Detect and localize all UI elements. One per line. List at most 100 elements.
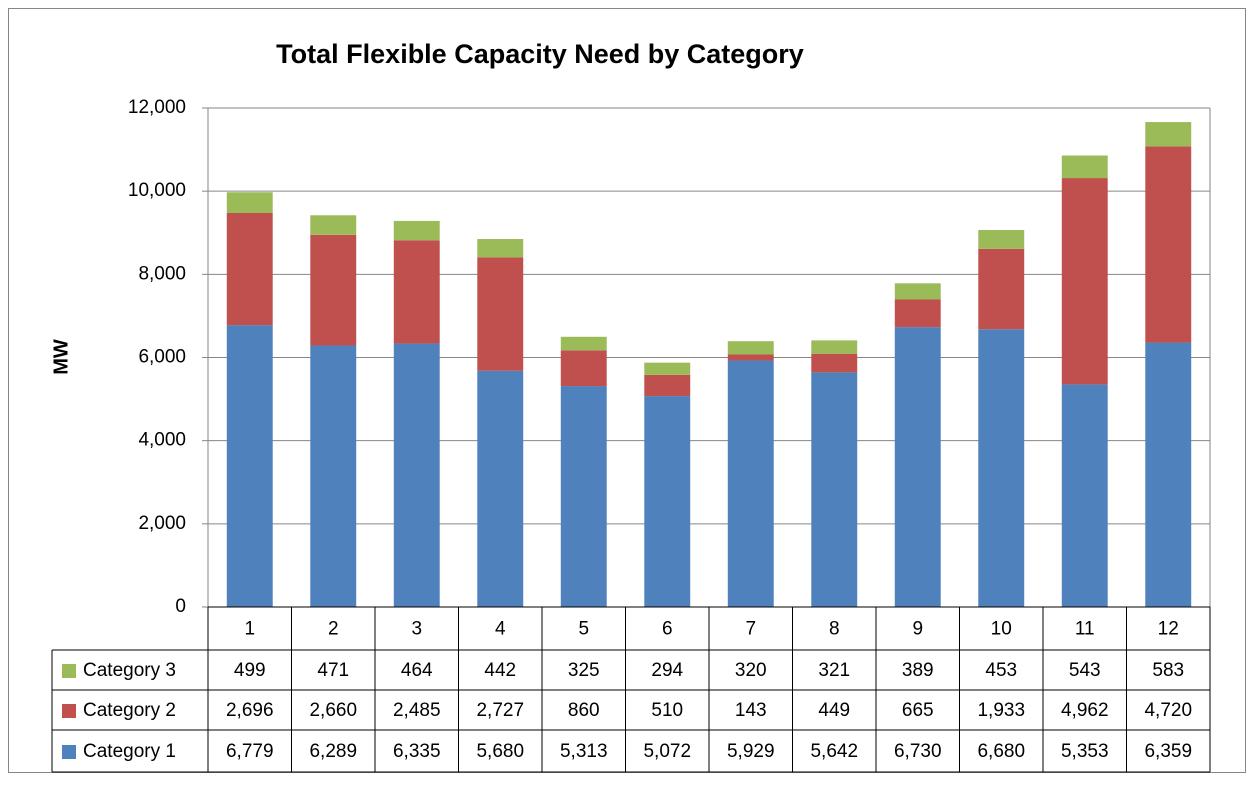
table-value: 6,730: [894, 741, 942, 762]
legend-key: [62, 664, 76, 678]
bar-segment: [477, 257, 524, 371]
x-tick-label: 10: [991, 619, 1012, 640]
table-value: 4,720: [1144, 700, 1192, 721]
x-tick-label: 4: [495, 619, 506, 640]
bar-segment: [727, 360, 774, 607]
table-value: 325: [568, 660, 600, 681]
chart-title: Total Flexible Capacity Need by Category: [276, 39, 804, 69]
bar-segment: [1061, 384, 1108, 607]
bar-segment: [644, 374, 691, 397]
bar-segment: [560, 350, 607, 387]
bar-segment: [393, 220, 440, 241]
table-value: 6,779: [226, 741, 274, 762]
bar-segment: [727, 354, 774, 361]
bar-segment: [393, 240, 440, 344]
table-value: 1,933: [977, 700, 1025, 721]
bar-segment: [811, 340, 858, 354]
table-value: 4,962: [1061, 700, 1109, 721]
y-tick-label: 12,000: [128, 97, 186, 118]
y-tick-label: 10,000: [128, 180, 186, 201]
table-value: 6,680: [977, 741, 1025, 762]
y-tick-label: 2,000: [138, 513, 186, 534]
legend-key: [62, 745, 76, 759]
table-value: 5,642: [810, 741, 858, 762]
table-value: 499: [234, 660, 266, 681]
bar-segment: [644, 396, 691, 607]
x-tick-label: 3: [411, 619, 422, 640]
bar-segment: [477, 239, 524, 258]
table-value: 6,289: [309, 741, 357, 762]
x-tick-label: 5: [578, 619, 589, 640]
bar-segment: [226, 325, 273, 607]
bar-segment: [226, 212, 273, 326]
table-value: 2,727: [476, 700, 524, 721]
x-tick-label: 7: [745, 619, 756, 640]
bar-segment: [560, 386, 607, 607]
legend-key: [62, 704, 76, 718]
bar-segment: [978, 329, 1025, 607]
table-value: 665: [902, 700, 934, 721]
bar-segment: [560, 336, 607, 351]
table-value: 2,660: [309, 700, 357, 721]
table-value: 143: [735, 700, 767, 721]
legend-label: Category 1: [83, 741, 176, 762]
table-value: 860: [568, 700, 600, 721]
x-tick-label: 6: [662, 619, 673, 640]
bar-segment: [978, 248, 1025, 330]
chart-border: [8, 8, 1246, 773]
table-value: 294: [651, 660, 683, 681]
table-value: 6,335: [393, 741, 441, 762]
table-value: 453: [985, 660, 1017, 681]
table-value: 5,680: [476, 741, 524, 762]
table-value: 2,696: [226, 700, 274, 721]
bar-segment: [1145, 342, 1192, 607]
bar-segment: [1145, 122, 1192, 147]
y-tick-label: 6,000: [138, 347, 186, 368]
bar-segment: [894, 299, 941, 328]
bar-segment: [727, 341, 774, 355]
table-value: 510: [651, 700, 683, 721]
x-tick-label: 11: [1075, 619, 1095, 640]
table-value: 464: [401, 660, 433, 681]
table-value: 5,313: [560, 741, 608, 762]
bar-segment: [1061, 155, 1108, 179]
table-value: 6,359: [1144, 741, 1192, 762]
y-tick-label: 0: [175, 596, 186, 617]
table-value: 320: [735, 660, 767, 681]
y-axis-label: MW: [50, 339, 72, 375]
bar-segment: [811, 353, 858, 373]
table-value: 321: [818, 660, 850, 681]
bar-segment: [978, 230, 1025, 249]
legend-label: Category 3: [83, 660, 176, 681]
bar-segment: [310, 234, 357, 346]
x-tick-label: 8: [829, 619, 840, 640]
bar-segment: [811, 372, 858, 607]
table-value: 389: [902, 660, 934, 681]
legend-label: Category 2: [83, 700, 176, 721]
table-value: 442: [484, 660, 516, 681]
table-value: 5,929: [727, 741, 775, 762]
x-tick-label: 12: [1158, 619, 1179, 640]
y-tick-label: 8,000: [138, 263, 186, 284]
bar-segment: [310, 215, 357, 235]
bar-segment: [477, 370, 524, 607]
x-tick-label: 1: [244, 619, 255, 640]
bar-segment: [226, 192, 273, 213]
bar-segment: [894, 283, 941, 300]
bar-segment: [393, 343, 440, 607]
table-value: 449: [818, 700, 850, 721]
bar-segment: [1145, 146, 1192, 343]
table-value: 5,072: [643, 741, 691, 762]
table-value: 5,353: [1061, 741, 1109, 762]
x-tick-label: 9: [912, 619, 923, 640]
y-tick-label: 4,000: [138, 430, 186, 451]
bar-segment: [894, 327, 941, 607]
table-value: 543: [1069, 660, 1101, 681]
bar-segment: [644, 362, 691, 375]
table-value: 471: [317, 660, 349, 681]
table-value: 583: [1152, 660, 1184, 681]
x-tick-label: 2: [328, 619, 339, 640]
bar-segment: [310, 345, 357, 607]
bar-segment: [1061, 178, 1108, 385]
